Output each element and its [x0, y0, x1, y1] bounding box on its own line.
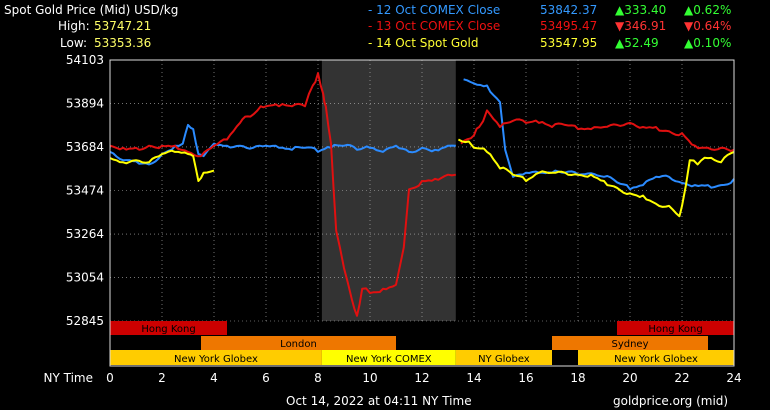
session-band-label: Hong Kong: [648, 324, 702, 335]
y-tick-label: 53684: [66, 140, 104, 154]
x-axis-ticks: 0 2 4 6 8 10 12 14 16 18 20 22 24: [106, 371, 741, 385]
x-tick-label: 24: [726, 371, 741, 385]
x-tick-label: 4: [210, 371, 218, 385]
legend-price-14oct: 53547.95: [540, 36, 598, 50]
x-tick-label: 6: [262, 371, 270, 385]
x-tick-label: 2: [158, 371, 166, 385]
session-band-label: New York Globex: [614, 354, 698, 365]
comex-session-shade: [321, 60, 456, 321]
x-tick-label: 20: [622, 371, 637, 385]
series-line-2-seg-2: [460, 109, 735, 152]
session-band: [110, 350, 322, 365]
trading-session-bands: Hong Kong Hong Kong London Sydney New York G…: [110, 321, 734, 365]
timestamp: Oct 14, 2022 at 04:11 NY Time: [286, 394, 472, 408]
low-value: 53353.36: [94, 36, 152, 50]
x-tick-label: 0: [106, 371, 114, 385]
legend-pct-12oct: ▲0.62%: [684, 3, 732, 17]
y-axis-ticks: 54103 53894 53684 53474 53264 53054 52845: [66, 53, 104, 328]
chart-title: Spot Gold Price (Mid) USD/kg: [4, 3, 179, 17]
legend-price-13oct: 53495.47: [540, 19, 598, 33]
x-axis-label: NY Time: [44, 371, 94, 385]
y-tick-label: 54103: [66, 53, 104, 67]
legend-pct-13oct: ▼0.64%: [684, 19, 732, 33]
plot-frame: [109, 59, 735, 367]
source-credit: goldprice.org (mid): [613, 394, 729, 408]
legend-change-13oct: ▼346.91: [615, 19, 667, 33]
high-value: 53747.21: [94, 19, 152, 33]
x-tick-label: 18: [570, 371, 585, 385]
legend-pct-14oct: ▲0.10%: [684, 36, 732, 50]
high-label: High:: [58, 19, 90, 33]
y-tick-label: 53264: [66, 227, 104, 241]
session-band-label: Sydney: [611, 339, 648, 350]
session-band: [578, 350, 734, 365]
x-tick-label: 14: [466, 371, 481, 385]
price-series: [109, 72, 735, 317]
y-tick-label: 53894: [66, 96, 104, 110]
y-tick-label: 53474: [66, 184, 104, 198]
series-line-3-seg-2: [457, 138, 735, 218]
legend-change-14oct: ▲52.49: [615, 36, 659, 50]
series-line-2-seg-1: [109, 72, 456, 317]
shaded-region: [321, 60, 456, 321]
session-band: [617, 321, 734, 335]
session-band: [321, 350, 456, 365]
session-band-label: New York COMEX: [346, 354, 432, 365]
session-band-label: London: [280, 339, 317, 350]
legend-label-12oct: - 12 Oct COMEX Close: [368, 3, 501, 17]
series-line-3-seg-1: [109, 149, 215, 182]
legend-price-12oct: 53842.37: [540, 3, 598, 17]
x-tick-label: 8: [314, 371, 322, 385]
x-tick-label: 16: [518, 371, 533, 385]
session-band-label: Hong Kong: [141, 324, 195, 335]
legend-change-12oct: ▲333.40: [615, 3, 667, 17]
session-band: [455, 350, 552, 365]
legend-label-14oct: - 14 Oct Spot Gold: [368, 36, 479, 50]
session-band-label: New York Globex: [174, 354, 258, 365]
session-band: [201, 336, 396, 350]
x-tick-label: 12: [414, 371, 429, 385]
low-label: Low:: [60, 36, 88, 50]
x-tick-label: 22: [674, 371, 689, 385]
session-band: [110, 321, 227, 335]
session-band-label: NY Globex: [478, 354, 530, 365]
x-tick-label: 10: [362, 371, 377, 385]
legend-label-13oct: - 13 Oct COMEX Close: [368, 19, 501, 33]
series-line-1-seg-2: [463, 78, 735, 191]
y-tick-label: 53054: [66, 271, 104, 285]
session-band: [552, 336, 708, 350]
y-tick-label: 52845: [66, 314, 104, 328]
